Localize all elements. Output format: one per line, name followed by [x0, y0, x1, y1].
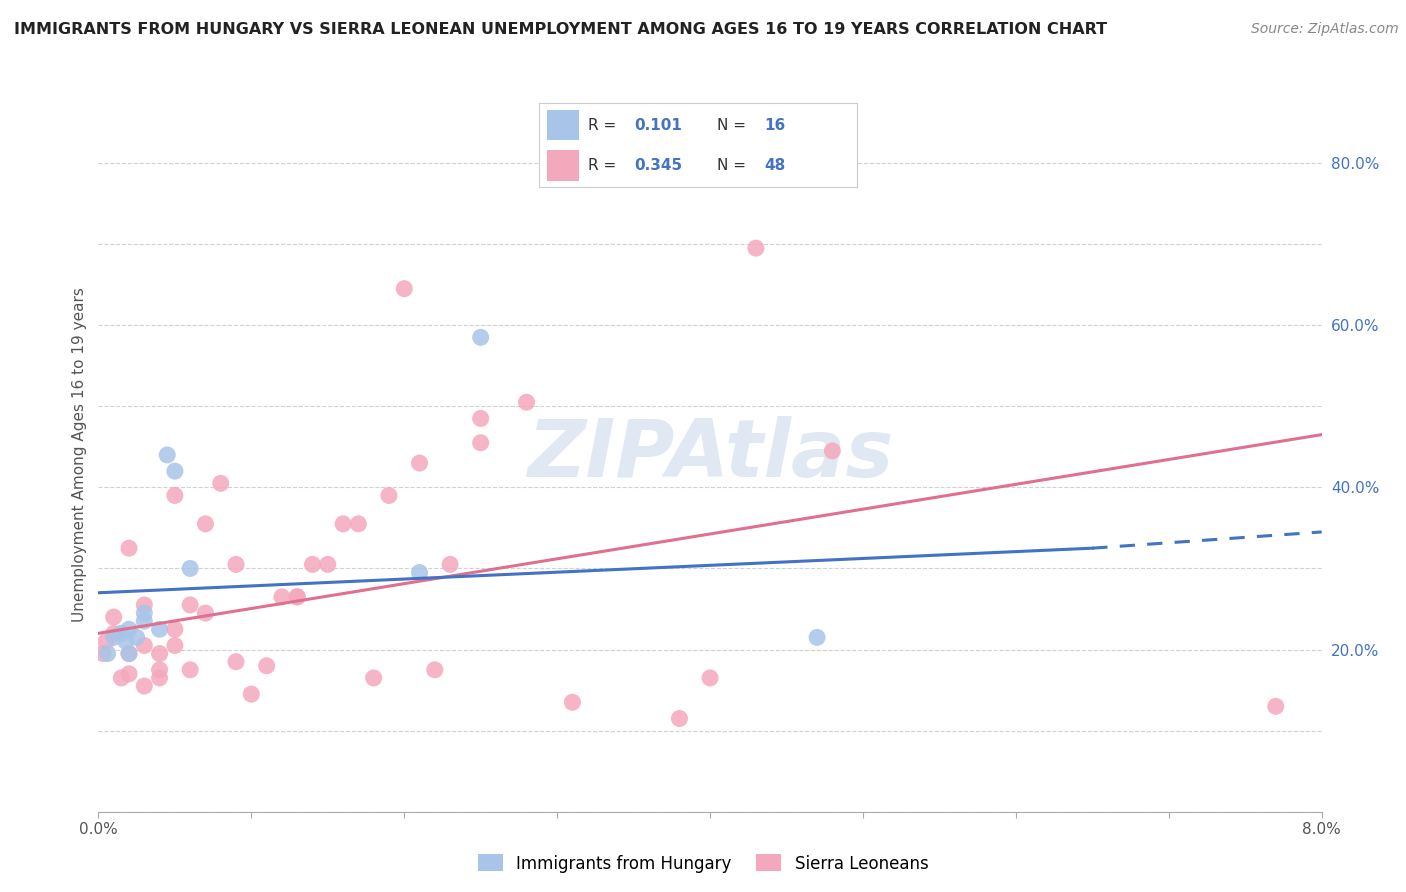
Point	[163, 622, 186, 636]
Point	[668, 711, 690, 725]
Point	[516, 395, 538, 409]
Point	[179, 663, 201, 677]
Text: Source: ZipAtlas.com: Source: ZipAtlas.com	[1251, 22, 1399, 37]
Point	[118, 647, 141, 661]
Point	[285, 590, 308, 604]
Point	[134, 679, 156, 693]
Point	[240, 687, 263, 701]
Point	[118, 541, 141, 556]
Point	[1264, 699, 1286, 714]
Point	[179, 598, 201, 612]
Point	[806, 631, 828, 645]
Point	[179, 561, 201, 575]
Point	[332, 516, 354, 531]
Text: IMMIGRANTS FROM HUNGARY VS SIERRA LEONEAN UNEMPLOYMENT AMONG AGES 16 TO 19 YEARS: IMMIGRANTS FROM HUNGARY VS SIERRA LEONEA…	[14, 22, 1107, 37]
Point	[301, 558, 323, 572]
Point	[103, 610, 125, 624]
Point	[163, 464, 186, 478]
Point	[561, 695, 583, 709]
Point	[149, 647, 172, 661]
Point	[363, 671, 385, 685]
Point	[134, 614, 156, 628]
Point	[91, 647, 114, 661]
Point	[225, 558, 247, 572]
Point	[163, 488, 186, 502]
Point	[94, 634, 117, 648]
Point	[821, 443, 844, 458]
Point	[125, 631, 148, 645]
Legend: Immigrants from Hungary, Sierra Leoneans: Immigrants from Hungary, Sierra Leoneans	[471, 847, 935, 880]
Point	[745, 241, 768, 255]
Point	[194, 606, 217, 620]
Point	[699, 671, 721, 685]
Point	[392, 282, 416, 296]
Point	[378, 488, 401, 502]
Point	[285, 590, 308, 604]
Y-axis label: Unemployment Among Ages 16 to 19 years: Unemployment Among Ages 16 to 19 years	[72, 287, 87, 623]
Point	[134, 639, 156, 653]
Point	[110, 671, 132, 685]
Point	[470, 411, 492, 425]
Point	[209, 476, 232, 491]
Point	[149, 671, 172, 685]
Point	[439, 558, 461, 572]
Point	[134, 606, 156, 620]
Point	[103, 631, 125, 645]
Point	[316, 558, 339, 572]
Point	[270, 590, 294, 604]
Point	[225, 655, 247, 669]
Point	[408, 566, 430, 580]
Point	[470, 435, 492, 450]
Point	[149, 663, 172, 677]
Point	[97, 647, 120, 661]
Point	[194, 516, 217, 531]
Point	[470, 330, 492, 344]
Point	[423, 663, 446, 677]
Point	[118, 666, 141, 681]
Point	[115, 634, 138, 648]
Point	[256, 658, 278, 673]
Point	[118, 647, 141, 661]
Point	[163, 639, 186, 653]
Text: ZIPAtlas: ZIPAtlas	[527, 416, 893, 494]
Point	[103, 626, 125, 640]
Point	[134, 598, 156, 612]
Point	[118, 622, 141, 636]
Point	[149, 622, 172, 636]
Point	[110, 626, 132, 640]
Point	[347, 516, 370, 531]
Point	[156, 448, 179, 462]
Point	[408, 456, 430, 470]
